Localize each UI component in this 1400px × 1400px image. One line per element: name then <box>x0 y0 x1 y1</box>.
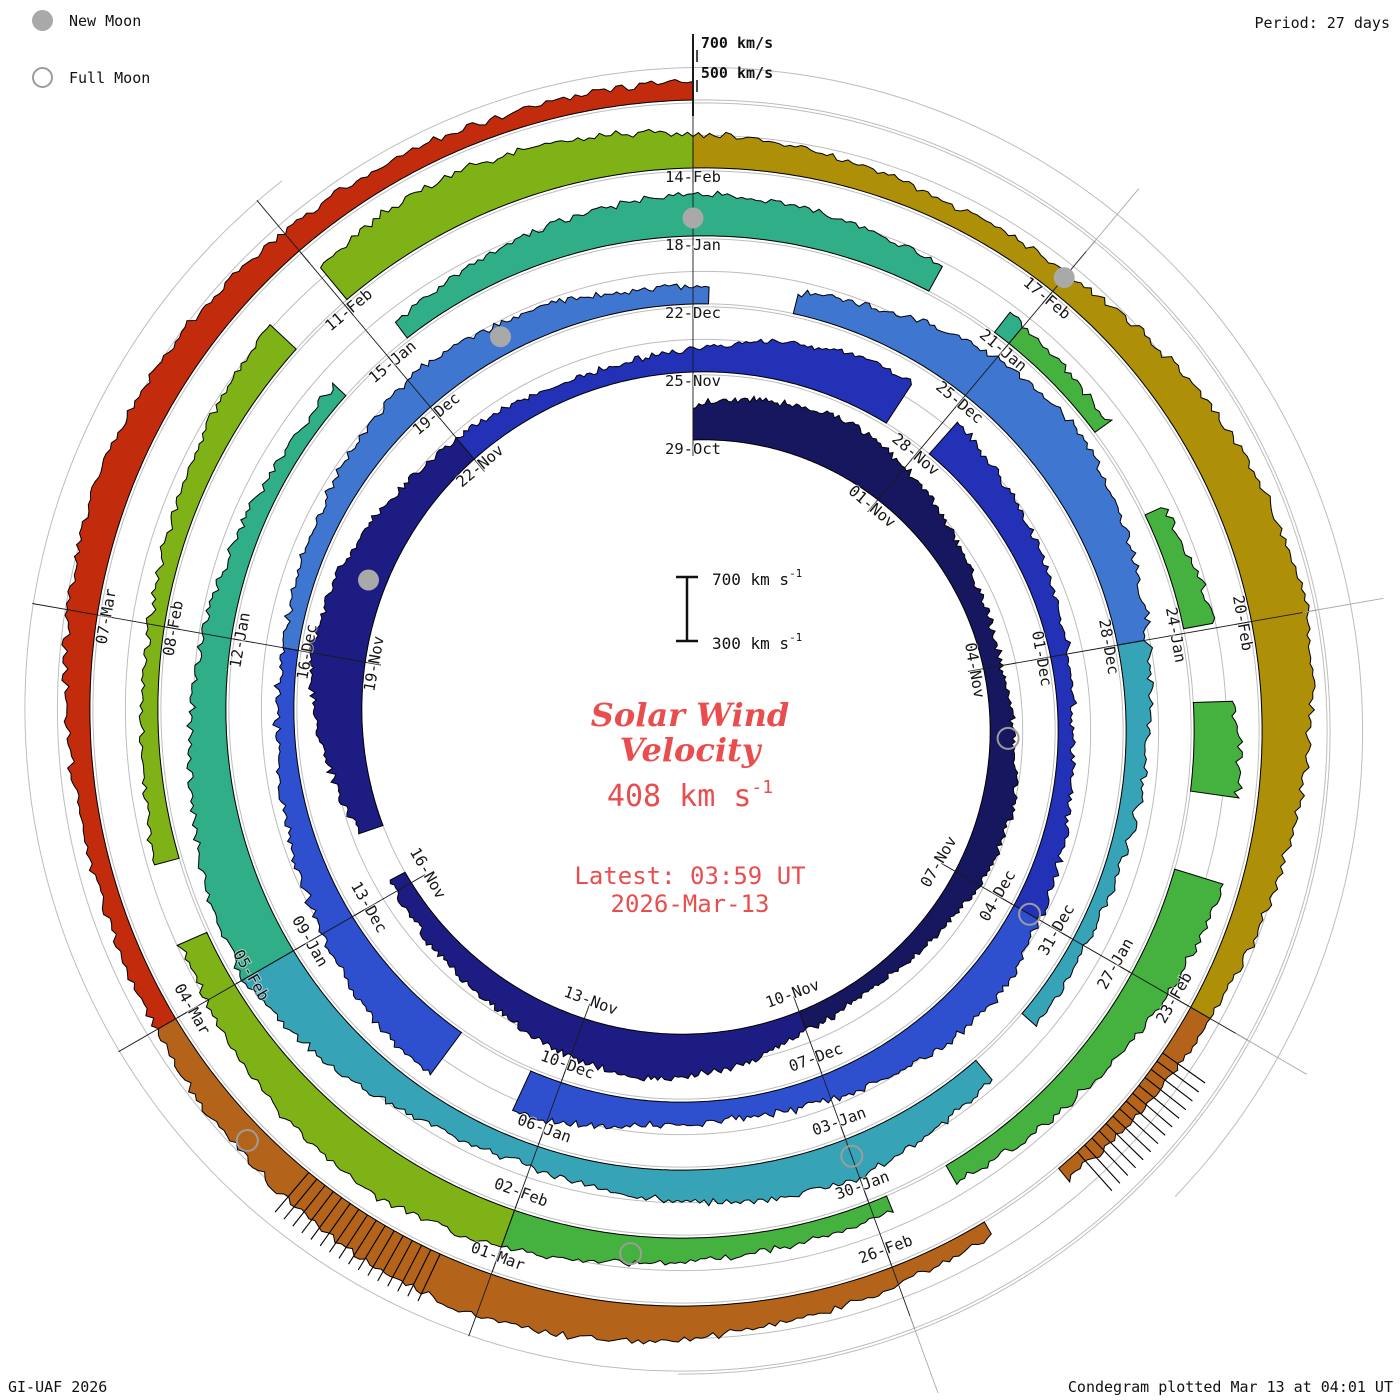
full-moon-marker <box>1018 902 1042 926</box>
full-moon-icon <box>32 67 53 88</box>
data-artifact-tick <box>1156 1060 1200 1093</box>
velocity-band-segment <box>500 1195 895 1267</box>
data-artifact-tick <box>417 1253 441 1302</box>
velocity-band-segment <box>138 323 297 866</box>
gridline-spiral <box>24 102 1328 1372</box>
date-tick <box>468 1259 498 1337</box>
velocity-band-segment <box>1021 639 1154 1028</box>
date-tick <box>1085 188 1140 252</box>
data-artifact-tick <box>407 1249 432 1297</box>
legend-new-moon-label: New Moon <box>69 11 142 30</box>
date-tick <box>1235 1032 1307 1075</box>
data-artifact-tick <box>357 1225 386 1271</box>
data-artifact-tick <box>348 1220 377 1265</box>
data-artifact-tick <box>367 1230 395 1276</box>
data-artifact-tick <box>377 1235 404 1282</box>
velocity-band-segment <box>1008 327 1114 433</box>
data-artifact-tick <box>274 1172 310 1213</box>
data-artifact-tick <box>329 1208 360 1253</box>
data-artifact-tick <box>292 1184 326 1227</box>
moon-legend: New Moon Full Moon <box>32 10 150 88</box>
center-annotations: 700 km s-1 300 km s-1 Solar Wind Velocit… <box>574 567 805 918</box>
data-artifact-tick <box>1105 1123 1144 1161</box>
velocity-band-segment <box>511 904 1039 1130</box>
data-artifact-tick <box>319 1203 351 1247</box>
date-tick <box>909 1315 939 1394</box>
velocity-band-segment <box>176 931 516 1248</box>
legend-full-moon: Full Moon <box>32 67 150 88</box>
new-moon-marker <box>682 207 704 229</box>
credit-label: GI-UAF 2026 <box>8 1378 108 1396</box>
date-ticks <box>32 34 1384 1394</box>
new-moon-marker <box>490 326 511 348</box>
velocity-band-segment <box>389 871 807 1082</box>
data-artifact-tick <box>283 1178 318 1220</box>
data-artifact-tick <box>1091 1137 1129 1176</box>
axis-label-700: 700 km/s <box>701 34 773 52</box>
data-artifact-tick <box>310 1197 343 1240</box>
new-moon-marker <box>1053 267 1075 289</box>
date-tick <box>118 1010 190 1053</box>
data-artifact-tick <box>1125 1100 1166 1136</box>
axis-label-500: 500 km/s <box>701 64 773 82</box>
data-artifact-tick <box>1076 1151 1113 1192</box>
date-label: 14-Feb <box>665 168 721 186</box>
chart-title-line2: Velocity <box>620 731 763 769</box>
data-artifact-tick <box>1138 1084 1180 1119</box>
chart-title-line1: Solar Wind <box>591 696 790 734</box>
velocity-band-segment <box>394 190 944 339</box>
date-tick <box>256 200 310 264</box>
moon-phase-markers <box>235 207 1075 1266</box>
velocity-band-segment <box>282 283 710 651</box>
new-moon-marker <box>358 569 379 591</box>
current-velocity-value: 408 km s-1 <box>607 777 773 814</box>
latest-time: Latest: 03:59 UT <box>574 862 805 890</box>
date-label: 25-Nov <box>665 372 721 390</box>
scale-label-top: 700 km s-1 <box>712 567 802 589</box>
date-tick <box>1302 597 1384 613</box>
data-artifact-tick <box>1132 1092 1173 1128</box>
data-artifact-tick <box>387 1240 413 1287</box>
period-label: Period: 27 days <box>1254 14 1390 32</box>
velocity-band-segment <box>945 868 1224 1186</box>
full-moon-marker <box>840 1144 864 1168</box>
velocity-axis-top: 700 km/s 500 km/s <box>696 34 773 92</box>
data-artifact-tick <box>338 1214 368 1259</box>
data-artifact-tick <box>301 1191 334 1234</box>
plotted-timestamp: Condegram plotted Mar 13 at 04:01 UT <box>1067 1378 1393 1396</box>
velocity-band-segment <box>454 338 912 460</box>
data-artifact-tick <box>1150 1068 1193 1102</box>
full-moon-marker <box>235 1129 259 1152</box>
data-artifact-tick <box>1084 1144 1121 1184</box>
scale-label-bottom: 300 km s-1 <box>712 631 802 653</box>
date-label: 18-Jan <box>665 236 721 254</box>
legend-full-moon-label: Full Moon <box>69 68 151 87</box>
data-artifact-tick <box>1162 1052 1206 1084</box>
legend-new-moon: New Moon <box>32 10 150 31</box>
full-moon-marker <box>619 1242 643 1266</box>
date-label: 29-Oct <box>665 440 721 458</box>
velocity-band-segment <box>1189 700 1244 799</box>
date-label: 22-Dec <box>665 304 721 322</box>
new-moon-icon <box>32 10 53 31</box>
velocity-band-segment <box>186 381 347 982</box>
data-artifact-tick <box>1119 1108 1159 1145</box>
latest-date: 2026-Mar-13 <box>611 890 770 918</box>
data-artifact-tick <box>1112 1115 1152 1153</box>
data-artifact-tick <box>1144 1076 1187 1111</box>
date-tick <box>32 603 114 619</box>
data-artifact-tick <box>1098 1130 1136 1169</box>
velocity-spiral-band <box>61 78 1316 1345</box>
full-moon-marker <box>996 726 1020 750</box>
data-artifact-tick <box>397 1244 423 1292</box>
velocity-band-segment <box>1144 507 1216 630</box>
